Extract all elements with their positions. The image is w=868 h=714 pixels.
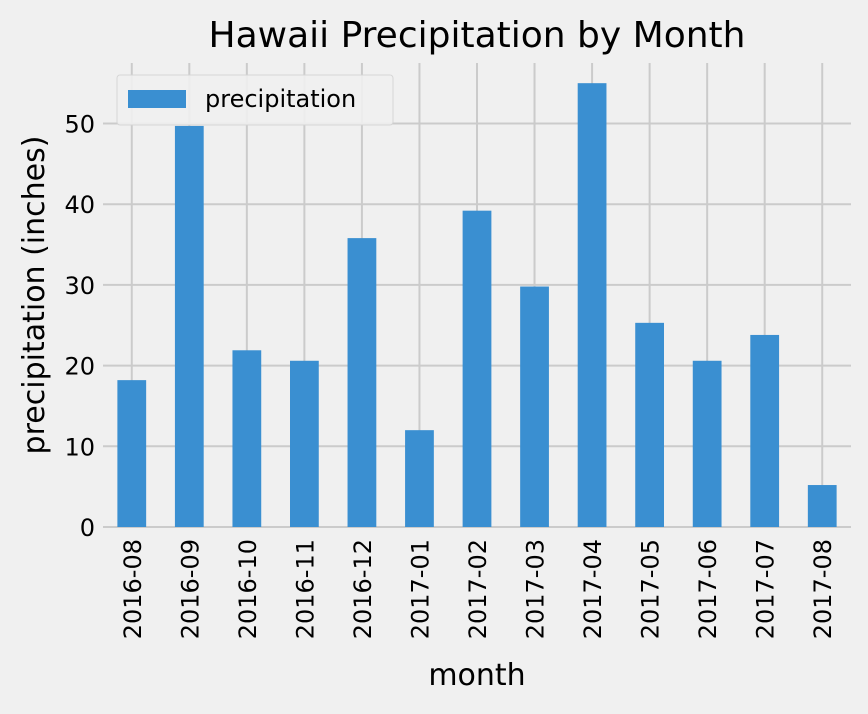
x-tick-label: 2017-08	[809, 539, 837, 639]
y-tick-label: 0	[80, 514, 95, 542]
x-tick-labels: 2016-08 2016-09 2016-10 2016-11 2016-12 2017-…	[119, 539, 837, 639]
legend-label: precipitation	[205, 85, 356, 113]
legend-box	[116, 74, 394, 126]
y-tick-label: 30	[64, 272, 95, 300]
bar-2017-02	[462, 210, 492, 528]
bar-2016-08	[117, 380, 147, 527]
x-tick-label: 2016-08	[119, 539, 147, 639]
bar-2017-03	[520, 286, 549, 527]
bar-2017-04	[577, 83, 607, 527]
x-axis-label: month	[428, 658, 525, 693]
bar-2017-05	[635, 322, 664, 527]
bar-2017-01	[405, 430, 434, 527]
x-tick-label: 2017-03	[522, 539, 550, 639]
y-axis-label: precipitation (inches)	[17, 136, 52, 455]
y-tick-label: 50	[64, 111, 95, 139]
x-tick-label: 2017-06	[694, 539, 722, 639]
bar-2016-09	[174, 125, 204, 527]
x-tick-label: 2016-10	[234, 539, 262, 639]
x-tick-label: 2016-11	[291, 539, 319, 639]
bar-2017-06	[692, 360, 722, 527]
bar-2016-12	[347, 238, 377, 527]
x-tick-label: 2017-01	[406, 539, 434, 639]
bar-2017-07	[750, 334, 780, 527]
y-tick-labels: 0 10 20 30 40 50	[64, 111, 95, 542]
bar-2016-10	[232, 350, 262, 527]
x-tick-label: 2017-02	[464, 539, 492, 639]
bar-2016-11	[290, 360, 319, 527]
x-tick-label: 2017-07	[752, 539, 780, 639]
bars	[117, 83, 837, 528]
legend: precipitation	[116, 74, 394, 126]
x-tick-label: 2017-05	[637, 539, 665, 639]
chart-title: Hawaii Precipitation by Month	[209, 15, 746, 56]
y-tick-label: 20	[64, 353, 95, 381]
x-tick-label: 2016-09	[176, 539, 204, 639]
x-tick-label: 2016-12	[349, 539, 377, 639]
x-tick-label: 2017-04	[579, 539, 607, 639]
legend-swatch	[128, 90, 186, 108]
y-tick-label: 10	[64, 433, 95, 461]
y-tick-label: 40	[64, 191, 95, 219]
bar-2017-08	[807, 485, 837, 527]
